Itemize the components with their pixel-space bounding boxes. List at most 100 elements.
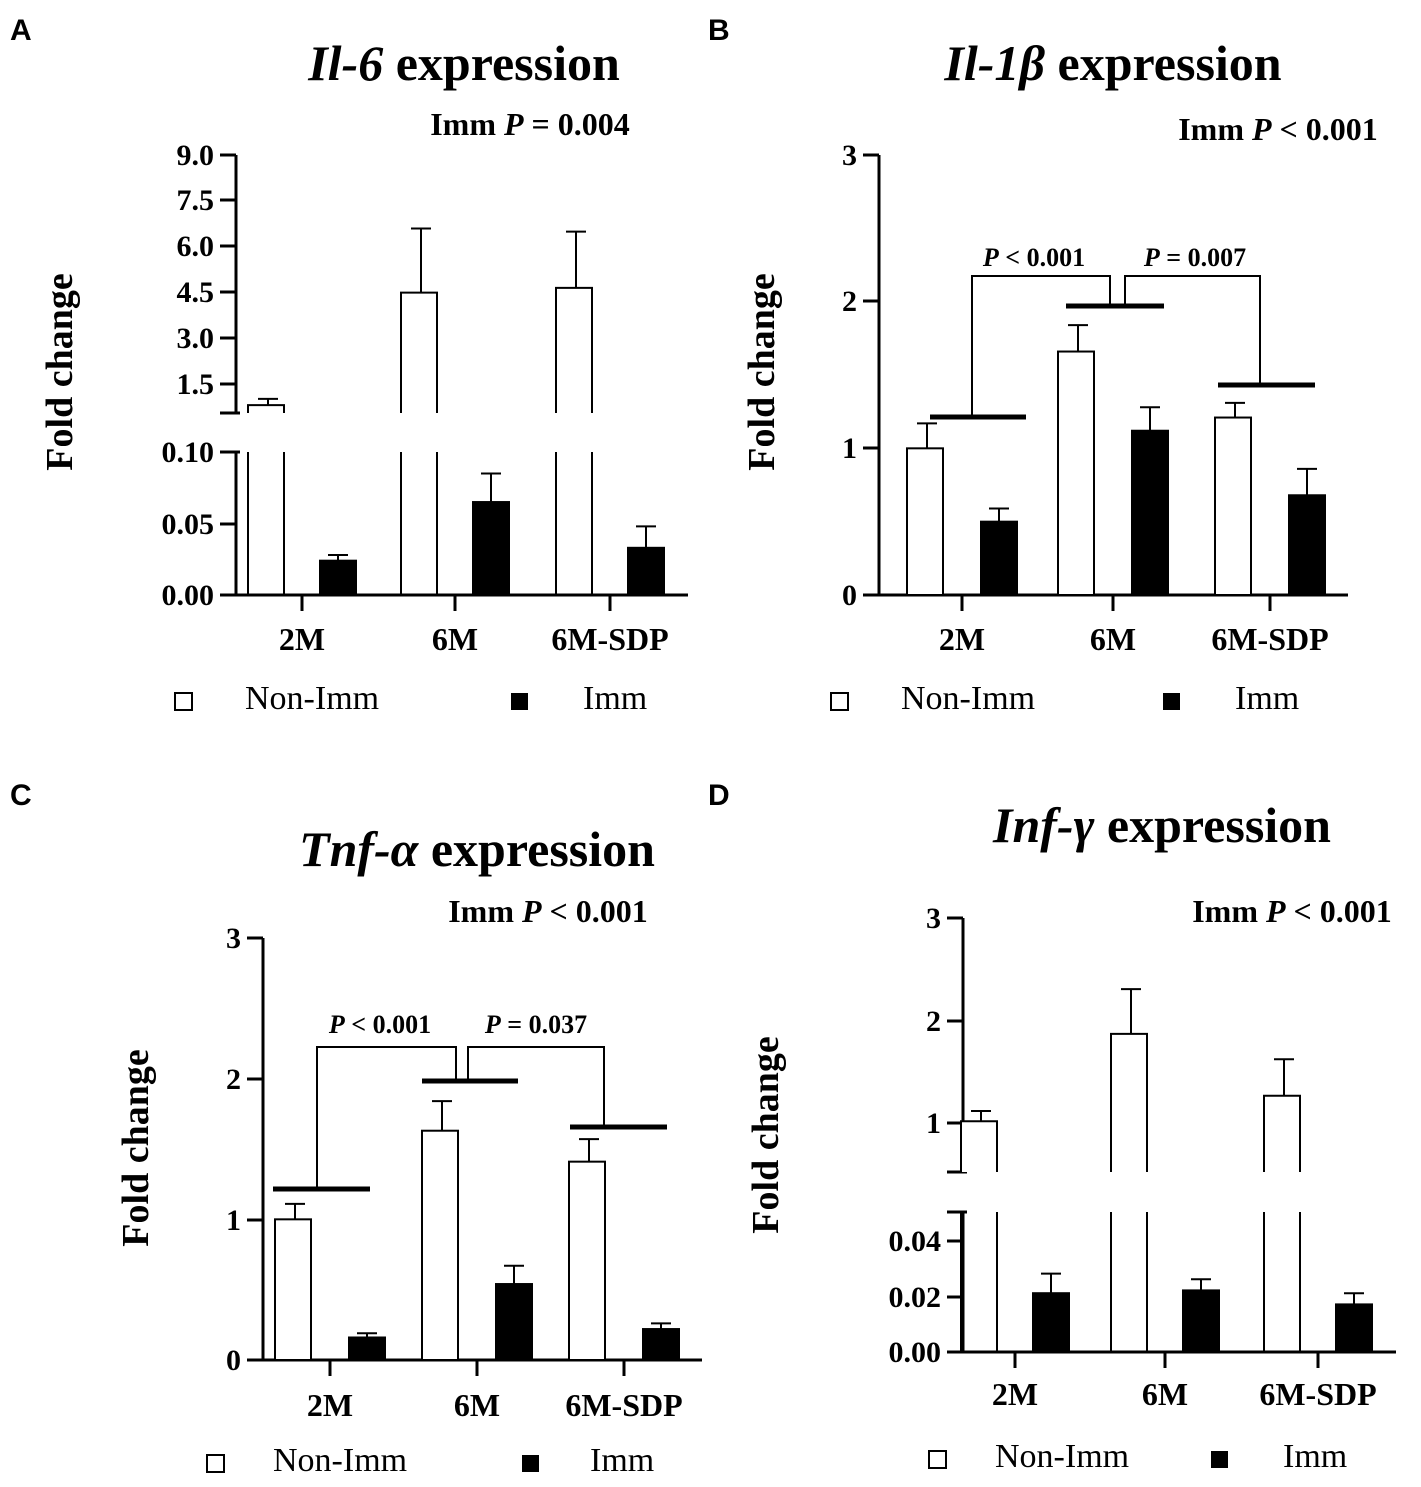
bracket-p-label: P < 0.001 xyxy=(982,243,1085,272)
y-tick-label: 3 xyxy=(226,922,241,955)
x-tick-label: 6M-SDP xyxy=(1259,1376,1376,1412)
legend-swatch-non-imm xyxy=(928,1450,947,1469)
y-tick-label: 0.00 xyxy=(162,579,215,612)
legend-label-non-imm: Non-Imm xyxy=(995,1438,1129,1475)
bar-imm-2m xyxy=(980,520,1018,597)
bar-imm-6m xyxy=(495,1283,533,1362)
legend-swatch-imm xyxy=(511,693,528,710)
bar-non-imm-2m xyxy=(960,1120,998,1172)
panel-d: D Inf-γ expression Imm P < 0.001 Fold ch… xyxy=(708,779,1396,1475)
bar-non-imm-2m-lower xyxy=(247,452,285,595)
significance-bracket-6m-6msdp: P = 0.037 xyxy=(467,1010,605,1127)
panel-label-c: C xyxy=(10,779,32,812)
bar-imm-2m xyxy=(1032,1292,1070,1353)
legend-label-non-imm: Non-Imm xyxy=(273,1442,407,1479)
bar-imm-6m-sdp xyxy=(642,1328,680,1362)
bar-imm-6m-sdp xyxy=(1288,494,1326,596)
legend-label-non-imm: Non-Imm xyxy=(901,680,1035,717)
y-tick-label: 0.02 xyxy=(889,1281,942,1314)
y-tick-label: 7.5 xyxy=(177,184,215,217)
legend-label-imm: Imm xyxy=(1283,1438,1347,1475)
y-axis-label-c: Fold change xyxy=(115,1049,157,1246)
x-tick-label: 6M-SDP xyxy=(551,621,668,657)
bar-non-imm-6m-lower xyxy=(1110,1212,1148,1352)
bar-imm-2m xyxy=(319,559,357,596)
panel-a: A Il-6 expression Imm P = 0.004 Fold cha… xyxy=(10,14,688,717)
legend-swatch-imm xyxy=(1163,693,1180,710)
bracket-p-label: P = 0.007 xyxy=(1143,243,1246,272)
y-tick-label: 6.0 xyxy=(177,230,215,263)
x-tick-label: 6M xyxy=(1090,621,1136,657)
bar-non-imm-6m xyxy=(1057,350,1095,596)
y-tick-label: 0.05 xyxy=(162,508,215,541)
bar-imm-6m-sdp xyxy=(1335,1303,1373,1354)
y-tick-label: 4.5 xyxy=(177,276,215,309)
panel-c: C Tnf-α expression Imm P < 0.001 Fold ch… xyxy=(10,779,702,1479)
bar-non-imm-6m-sdp xyxy=(568,1160,606,1362)
y-tick-label: 0 xyxy=(226,1344,241,1377)
panel-label-b: B xyxy=(708,14,730,47)
y-tick-label: 0.04 xyxy=(889,1225,942,1258)
legend-swatch-non-imm xyxy=(206,1454,225,1473)
bar-non-imm-6m xyxy=(421,1129,459,1362)
x-tick-label: 6M xyxy=(454,1387,500,1423)
x-tick-label: 6M xyxy=(432,621,478,657)
bar-non-imm-6m-sdp xyxy=(1214,416,1252,596)
y-tick-label: 0 xyxy=(842,579,857,612)
y-tick-label: 3.0 xyxy=(177,322,215,355)
significance-bracket-2m-6m: P < 0.001 xyxy=(971,243,1111,417)
legend-label-imm: Imm xyxy=(590,1442,654,1479)
significance-bracket-2m-6m: P < 0.001 xyxy=(316,1010,457,1189)
imm-p-value-b: Imm P < 0.001 xyxy=(1178,111,1378,147)
legend-label-imm: Imm xyxy=(1235,680,1299,717)
legend-swatch-imm xyxy=(522,1455,539,1472)
x-tick-label: 6M xyxy=(1142,1376,1188,1412)
bar-imm-6m xyxy=(1131,429,1169,596)
bar-non-imm-6m xyxy=(1110,1032,1148,1172)
bar-non-imm-2m xyxy=(274,1218,312,1362)
bar-imm-6m xyxy=(1182,1289,1220,1354)
panel-label-d: D xyxy=(708,779,730,812)
legend-b: Non-Imm Imm xyxy=(830,680,1299,717)
panel-b: B Il-1β expression Imm P < 0.001 Fold ch… xyxy=(708,14,1378,717)
bar-imm-6m-sdp xyxy=(627,546,665,596)
x-tick-label: 2M xyxy=(279,621,325,657)
chart-title-c: Tnf-α expression xyxy=(299,821,655,877)
y-axis-label-b: Fold change xyxy=(741,273,783,470)
bracket-line xyxy=(1124,275,1261,385)
x-tick-label: 2M xyxy=(992,1376,1038,1412)
legend-swatch-non-imm xyxy=(830,692,849,711)
panel-label-a: A xyxy=(10,14,32,47)
bar-non-imm-6m-sdp-lower xyxy=(1263,1212,1301,1352)
bar-non-imm-2m-lower xyxy=(960,1212,998,1352)
significance-bracket-6m-6msdp: P = 0.007 xyxy=(1124,243,1261,385)
bar-non-imm-6m xyxy=(400,291,438,413)
x-tick-label: 6M-SDP xyxy=(1211,621,1328,657)
bracket-p-label: P < 0.001 xyxy=(328,1010,431,1039)
legend-label-imm: Imm xyxy=(583,680,647,717)
y-tick-label: 2 xyxy=(926,1005,941,1038)
y-tick-label: 2 xyxy=(226,1063,241,1096)
legend-c: Non-Imm Imm xyxy=(206,1442,654,1479)
bar-non-imm-2m xyxy=(247,404,285,413)
y-axis-label-d: Fold change xyxy=(745,1036,787,1233)
chart-title-a: Il-6 expression xyxy=(307,35,620,91)
bracket-line xyxy=(316,1046,457,1189)
y-tick-label: 3 xyxy=(926,902,941,935)
bar-imm-6m xyxy=(472,501,510,596)
y-axis-label-a: Fold change xyxy=(39,273,81,470)
y-tick-label: 1 xyxy=(926,1107,941,1140)
legend-swatch-non-imm xyxy=(174,692,193,711)
bracket-p-label: P = 0.037 xyxy=(484,1010,587,1039)
imm-p-value-a: Imm P = 0.004 xyxy=(430,106,630,142)
chart-title-b: Il-1β expression xyxy=(943,35,1281,91)
bar-non-imm-6m-sdp-lower xyxy=(555,452,593,595)
x-tick-label: 2M xyxy=(939,621,985,657)
bar-imm-2m xyxy=(348,1336,386,1361)
bracket-line xyxy=(971,275,1111,417)
bar-non-imm-6m-lower xyxy=(400,452,438,595)
imm-p-value-d: Imm P < 0.001 xyxy=(1192,893,1392,929)
legend-a: Non-Imm Imm xyxy=(174,680,647,717)
bar-non-imm-6m-sdp xyxy=(555,286,593,413)
